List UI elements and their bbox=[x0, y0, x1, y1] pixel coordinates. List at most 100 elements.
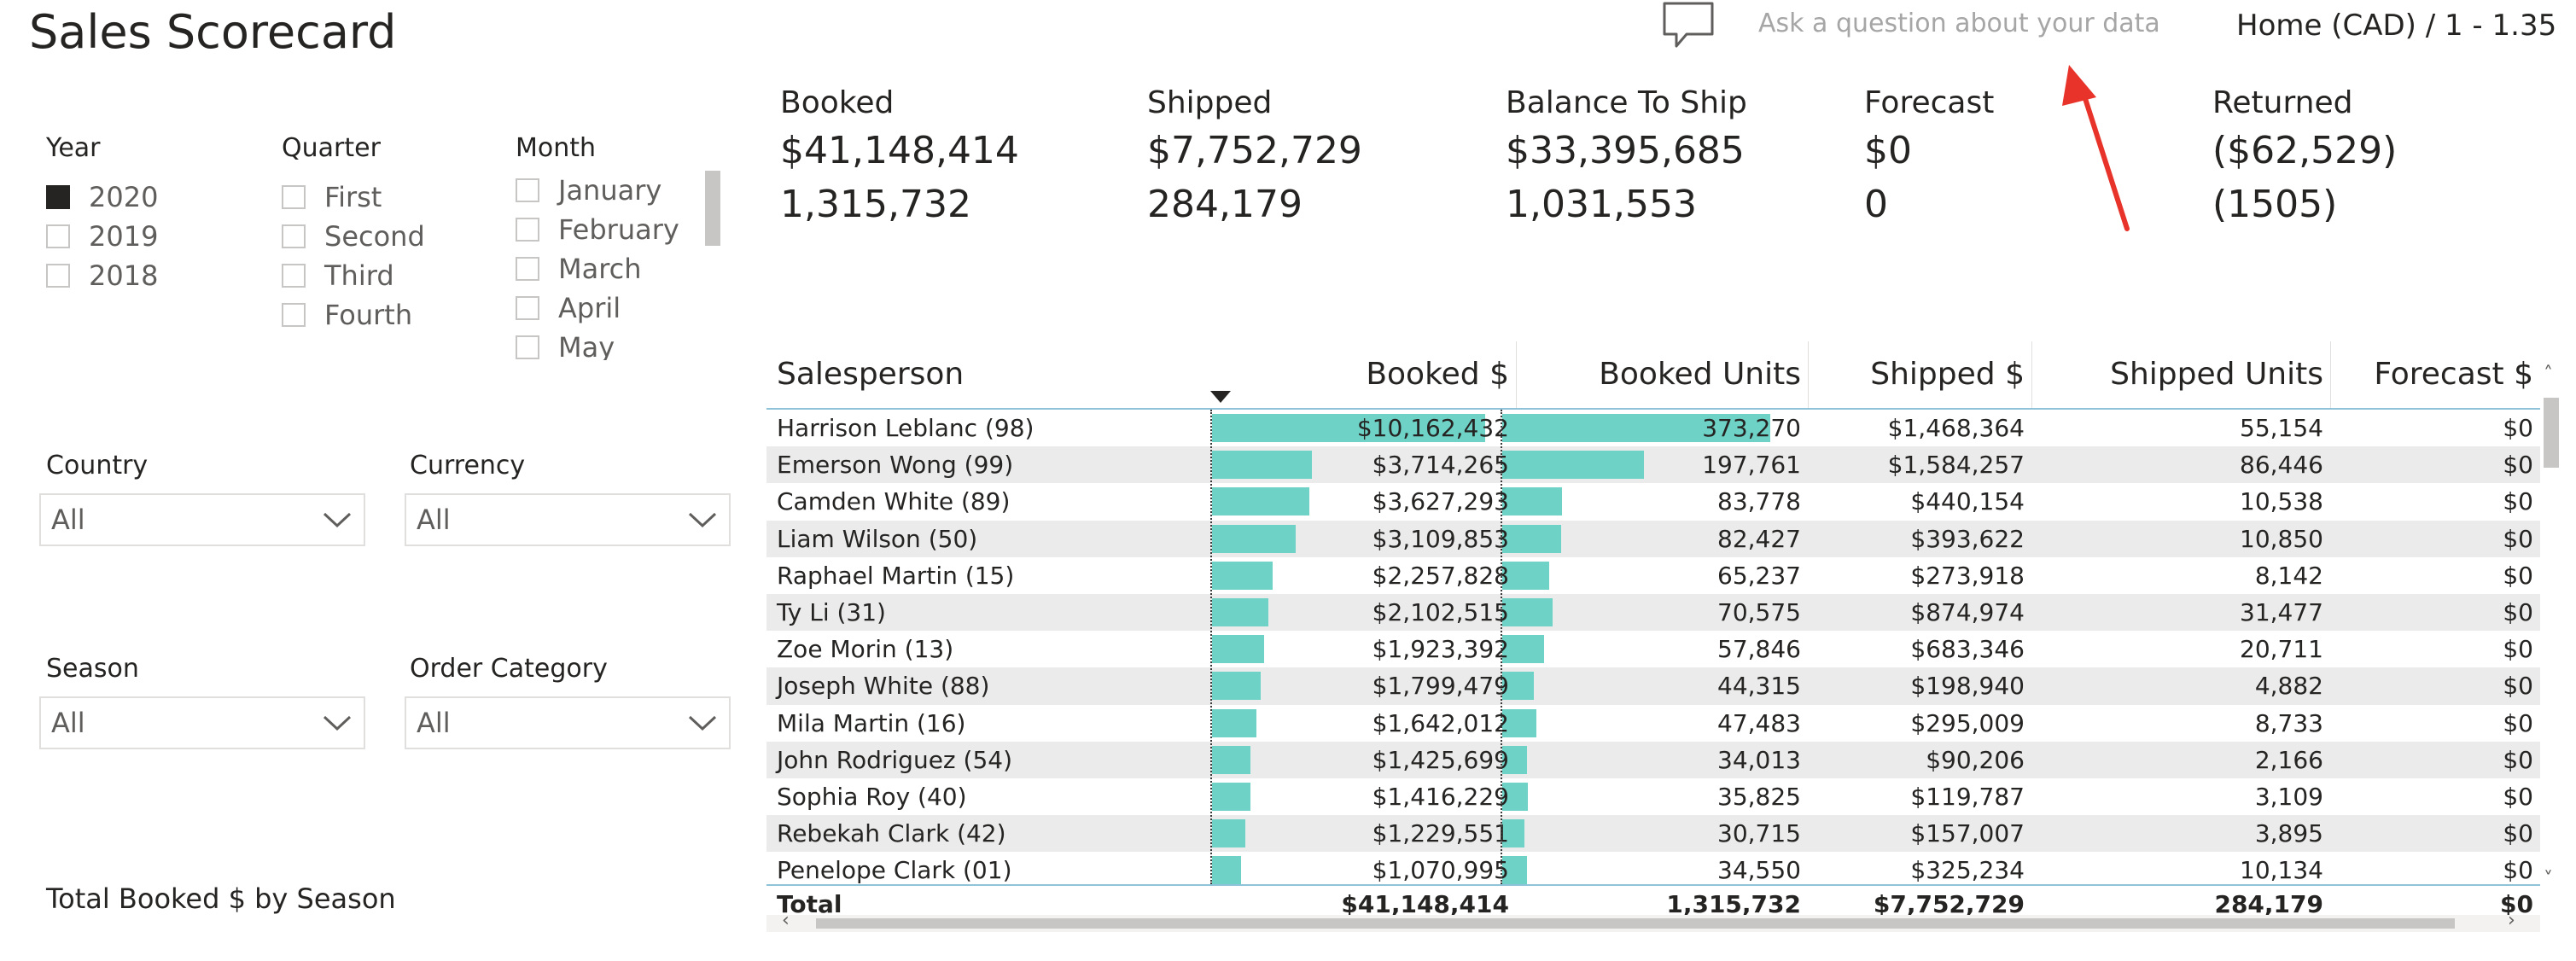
month-option-may[interactable]: May bbox=[516, 328, 720, 360]
bar-baseline bbox=[1501, 410, 1502, 884]
kpi-units: 1,315,732 bbox=[780, 183, 971, 226]
table-row[interactable]: Camden White (89) $3,627,293 83,778 $440,15… bbox=[766, 483, 2540, 520]
shipped-cell: $325,234 bbox=[1910, 856, 2025, 884]
option-label: 2018 bbox=[89, 259, 159, 292]
quarter-option-second[interactable]: Second bbox=[282, 217, 425, 256]
country-dropdown[interactable]: All bbox=[39, 493, 365, 546]
order-category-dropdown[interactable]: All bbox=[405, 696, 731, 749]
shipped-units-cell: 10,538 bbox=[2240, 487, 2323, 516]
column-divider bbox=[2031, 341, 2032, 408]
checkbox[interactable] bbox=[46, 264, 70, 288]
kpi-returned: Returned ($62,529) (1505) bbox=[2212, 85, 2397, 226]
shipped-cell: $295,009 bbox=[1910, 708, 2025, 737]
month-option-april[interactable]: April bbox=[516, 288, 720, 328]
scrollbar-thumb[interactable] bbox=[2544, 398, 2559, 468]
kpi-amount: $41,148,414 bbox=[780, 129, 1019, 172]
shipped-cell: $1,468,364 bbox=[1887, 414, 2025, 442]
checkbox[interactable] bbox=[282, 185, 306, 209]
vertical-scrollbar[interactable] bbox=[2542, 341, 2561, 905]
booked-bar bbox=[1212, 708, 1256, 737]
year-option-2019[interactable]: 2019 bbox=[46, 217, 158, 256]
booked-units-bar bbox=[1502, 451, 1645, 480]
table-row[interactable]: Raphael Martin (15) $2,257,828 65,237 $273,… bbox=[766, 557, 2540, 594]
kpi-booked: Booked $41,148,414 1,315,732 bbox=[780, 85, 1019, 226]
column-header-booked[interactable]: Booked $ bbox=[1366, 357, 1509, 392]
horizontal-scrollbar[interactable] bbox=[766, 915, 2540, 932]
forecast-cell: $0 bbox=[2503, 561, 2533, 590]
salesperson-table: Salesperson Booked $ Booked Units Shippe… bbox=[766, 341, 2561, 932]
column-header-booked-units[interactable]: Booked Units bbox=[1599, 357, 1801, 392]
table-row[interactable]: Penelope Clark (01) $1,070,995 34,550 $325,… bbox=[766, 852, 2540, 884]
table-row[interactable]: Harrison Leblanc (98) $10,162,432 373,270 $… bbox=[766, 410, 2540, 446]
season-slicer-title: Season bbox=[46, 654, 139, 684]
month-option-march[interactable]: March bbox=[516, 249, 720, 288]
checkbox[interactable] bbox=[516, 218, 539, 242]
currency-slicer-title: Currency bbox=[410, 451, 526, 480]
checkbox[interactable] bbox=[46, 224, 70, 248]
booked-units-cell: 44,315 bbox=[1717, 672, 1801, 701]
checkbox[interactable] bbox=[46, 185, 70, 209]
booked-bar bbox=[1212, 635, 1264, 664]
scroll-up-icon[interactable]: ˄ bbox=[2544, 364, 2553, 385]
table-row[interactable]: Liam Wilson (50) $3,109,853 82,427 $393,622… bbox=[766, 520, 2540, 557]
column-header-salesperson[interactable]: Salesperson bbox=[777, 357, 965, 392]
option-label: 2020 bbox=[89, 181, 159, 213]
currency-dropdown[interactable]: All bbox=[405, 493, 731, 546]
column-header-forecast[interactable]: Forecast $ bbox=[2374, 357, 2533, 392]
table-row[interactable]: Rebekah Clark (42) $1,229,551 30,715 $157,0… bbox=[766, 815, 2540, 853]
shipped-units-cell: 8,733 bbox=[2254, 708, 2323, 737]
kpi-units: (1505) bbox=[2212, 183, 2338, 226]
shipped-cell: $198,940 bbox=[1910, 672, 2025, 701]
month-option-january[interactable]: January bbox=[516, 171, 720, 210]
table-row[interactable]: John Rodriguez (54) $1,425,699 34,013 $90,2… bbox=[766, 741, 2540, 778]
table-row[interactable]: Emerson Wong (99) $3,714,265 197,761 $1,584… bbox=[766, 446, 2540, 484]
season-dropdown[interactable]: All bbox=[39, 696, 365, 749]
order-category-slicer-title: Order Category bbox=[410, 654, 608, 684]
sort-descending-icon[interactable] bbox=[1210, 391, 1231, 403]
booked-units-cell: 34,550 bbox=[1717, 856, 1801, 884]
column-divider bbox=[1808, 341, 1809, 408]
quarter-option-first[interactable]: First bbox=[282, 178, 425, 217]
column-header-shipped-units[interactable]: Shipped Units bbox=[2110, 357, 2323, 392]
checkbox[interactable] bbox=[282, 224, 306, 248]
option-label: April bbox=[558, 292, 621, 324]
month-option-february[interactable]: February bbox=[516, 210, 720, 249]
kpi-units: 0 bbox=[1864, 183, 1888, 226]
booked-cell: $1,070,995 bbox=[1372, 856, 1509, 884]
salesperson-cell: Raphael Martin (15) bbox=[777, 561, 1015, 590]
checkbox[interactable] bbox=[516, 178, 539, 202]
quarter-option-fourth[interactable]: Fourth bbox=[282, 295, 425, 335]
checkbox[interactable] bbox=[282, 303, 306, 327]
month-scrollbar[interactable] bbox=[705, 171, 720, 246]
checkbox[interactable] bbox=[516, 257, 539, 281]
year-option-2020[interactable]: 2020 bbox=[46, 178, 158, 217]
qna-input[interactable]: Ask a question about your data bbox=[1758, 9, 2160, 38]
table-row[interactable]: Mila Martin (16) $1,642,012 47,483 $295,009… bbox=[766, 705, 2540, 742]
shipped-units-cell: 20,711 bbox=[2240, 635, 2323, 664]
booked-units-cell: 47,483 bbox=[1717, 708, 1801, 737]
speech-bubble-icon[interactable] bbox=[1661, 0, 1716, 51]
checkbox[interactable] bbox=[282, 264, 306, 288]
table-row[interactable]: Ty Li (31) $2,102,515 70,575 $874,974 31,477… bbox=[766, 593, 2540, 632]
forecast-cell: $0 bbox=[2503, 414, 2533, 442]
kpi-units: 284,179 bbox=[1147, 183, 1303, 226]
booked-units-cell: 30,715 bbox=[1717, 819, 1801, 848]
checkbox[interactable] bbox=[516, 296, 539, 320]
scroll-left-icon[interactable]: ‹ bbox=[782, 910, 790, 931]
column-header-shipped[interactable]: Shipped $ bbox=[1870, 357, 2025, 392]
scroll-right-icon[interactable]: › bbox=[2508, 910, 2515, 931]
year-option-2018[interactable]: 2018 bbox=[46, 256, 158, 295]
shipped-units-cell: 10,134 bbox=[2240, 856, 2323, 884]
table-row[interactable]: Joseph White (88) $1,799,479 44,315 $198,94… bbox=[766, 667, 2540, 705]
checkbox[interactable] bbox=[516, 335, 539, 359]
scroll-down-icon[interactable]: ˅ bbox=[2544, 869, 2553, 890]
table-row[interactable]: Sophia Roy (40) $1,416,229 35,825 $119,787 3… bbox=[766, 778, 2540, 815]
kpi-label: Shipped bbox=[1147, 85, 1273, 120]
booked-cell: $1,923,392 bbox=[1372, 635, 1509, 664]
salesperson-cell: Joseph White (88) bbox=[777, 672, 990, 701]
scrollbar-thumb[interactable] bbox=[816, 918, 2455, 929]
kpi-shipped: Shipped $7,752,729 284,179 bbox=[1147, 85, 1362, 226]
quarter-option-third[interactable]: Third bbox=[282, 256, 425, 295]
table-row[interactable]: Zoe Morin (13) $1,923,392 57,846 $683,346 20… bbox=[766, 631, 2540, 667]
shipped-units-cell: 3,109 bbox=[2254, 782, 2323, 811]
